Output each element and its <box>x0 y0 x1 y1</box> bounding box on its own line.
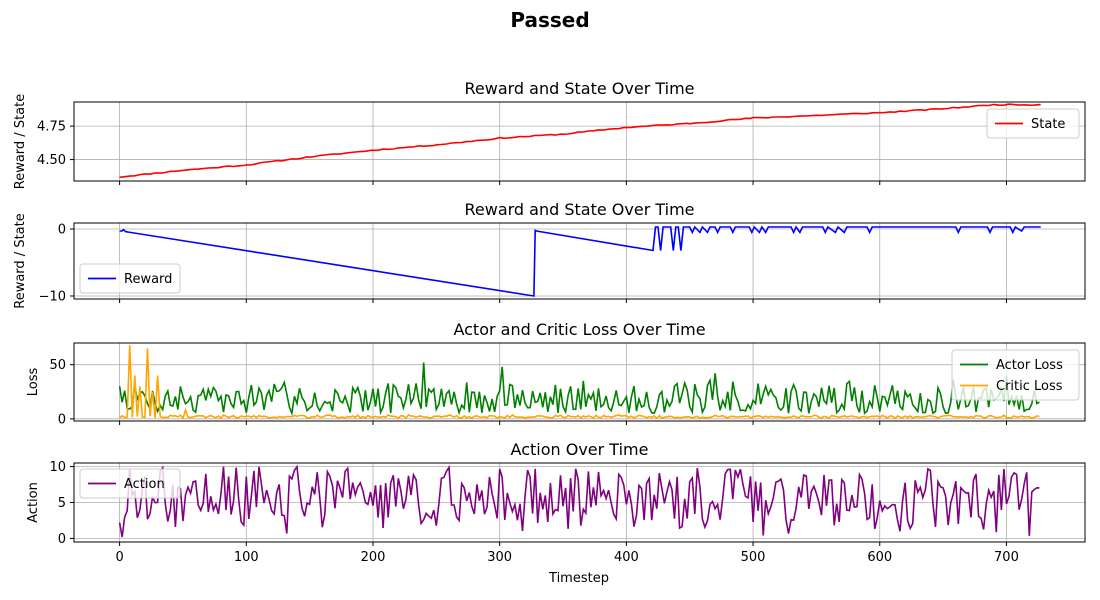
series-line-state <box>119 103 1041 179</box>
x-axis-label: Timestep <box>548 571 609 586</box>
x-tick-label: 300 <box>487 550 512 565</box>
subplot-title: Reward and State Over Time <box>464 79 694 98</box>
subplot-title: Action Over Time <box>511 440 649 459</box>
subplot-title: Reward and State Over Time <box>464 200 694 219</box>
legend-label: Actor Loss <box>996 358 1063 373</box>
x-tick-label: 600 <box>867 550 892 565</box>
y-tick-label: 0 <box>58 532 66 547</box>
y-tick-label: 4.75 <box>37 120 66 135</box>
y-axis-label: Reward / State <box>13 213 28 308</box>
legend-box <box>79 468 181 499</box>
y-tick-label: 50 <box>49 358 66 373</box>
series-line-actor-loss <box>118 362 1040 417</box>
y-tick-label: 4.50 <box>37 153 66 168</box>
y-tick-label: 10 <box>49 460 66 475</box>
legend-label: State <box>1031 117 1065 132</box>
legend: Reward <box>79 263 181 294</box>
x-tick-label: 500 <box>741 550 766 565</box>
y-axis-label: Action <box>26 482 41 523</box>
legend-label: Action <box>124 477 165 492</box>
series-line-reward <box>119 225 1041 297</box>
legend: Action <box>79 468 181 499</box>
y-axis-label: Reward / State <box>13 94 28 189</box>
subplot-title: Actor and Critic Loss Over Time <box>453 320 705 339</box>
y-tick-label: 0 <box>58 412 66 427</box>
y-tick-label: −10 <box>39 289 66 304</box>
legend-label: Critic Loss <box>996 379 1063 394</box>
axes-frame <box>73 101 1086 182</box>
y-axis-label: Loss <box>26 368 41 397</box>
figure-title: Passed <box>510 8 589 32</box>
legend-label: Reward <box>124 272 172 287</box>
legend-box <box>986 108 1080 139</box>
x-tick-label: 400 <box>614 550 639 565</box>
legend-box <box>951 349 1080 401</box>
legend-box <box>79 263 181 294</box>
series-line-critic-loss <box>119 345 1040 420</box>
subplot-3: Actor and Critic Loss Over Time Loss 0 50 Ac… <box>26 320 1086 427</box>
series-line-action <box>118 464 1040 538</box>
axes-frame <box>73 222 1086 300</box>
y-tick-label: 0 <box>58 223 66 238</box>
legend: State <box>986 108 1080 139</box>
x-tick-label: 200 <box>361 550 386 565</box>
x-tick-label: 0 <box>115 550 123 565</box>
x-tick-label: 700 <box>994 550 1019 565</box>
axes-frame <box>73 342 1086 422</box>
legend: Actor Loss Critic Loss <box>951 349 1080 401</box>
subplot-2: Reward and State Over Time Reward / State… <box>13 200 1086 309</box>
subplot-1: Reward and State Over Time Reward / State… <box>13 79 1086 189</box>
x-tick-label: 100 <box>234 550 259 565</box>
y-tick-label: 5 <box>58 496 66 511</box>
subplots: Reward and State Over Time Reward / State… <box>13 79 1086 565</box>
